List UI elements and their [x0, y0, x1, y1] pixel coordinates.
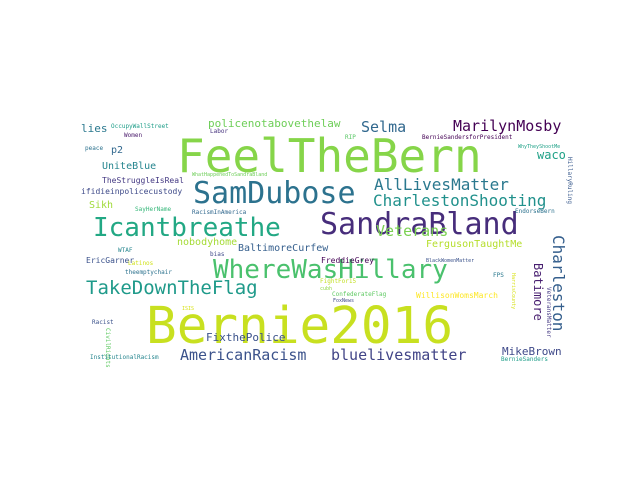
word-icantbreathe: Icantbreathe — [93, 213, 281, 243]
word-institutionalracism: InstitutionalRacism — [90, 354, 159, 361]
word-racisminamerica: RacismInAmerica — [192, 209, 247, 216]
word-cubh: cubh — [320, 286, 333, 292]
word-endorsebern: EndorseBern — [515, 208, 555, 215]
word-racist: Racist — [92, 319, 114, 326]
word-charleston: Charleston — [549, 235, 568, 332]
word-labor: Labor — [210, 128, 229, 135]
word-ifidieinpolicecustody: ifidieinpolicecustody — [81, 187, 183, 196]
word-sayhername: SayHerName — [135, 206, 172, 213]
word-batimore: Batimore — [531, 263, 545, 321]
word-foxnews: FoxNews — [333, 298, 355, 304]
word-waco: waco — [537, 148, 566, 162]
word-americanracism: AmericanRacism — [180, 346, 307, 364]
word-wtaf: WTAF — [118, 247, 133, 254]
word-alllivesmatter: AllLivesMatter — [374, 175, 509, 194]
word-latinos: Latinos — [128, 260, 154, 267]
word-feelthebern: FeelTheBern — [177, 129, 482, 183]
word-occupywallstreet: OccupyWallStreet — [111, 123, 169, 130]
word-ericgarner: EricGarner — [86, 256, 135, 265]
word-blackwomenmatter: BlackWomenMatter — [426, 258, 475, 264]
word-lies: lies — [81, 122, 108, 135]
word-rip: RIP — [345, 134, 356, 141]
word-charlestonshooting: CharlestonShooting — [373, 191, 547, 210]
word-theemptychair: theemptychair — [125, 269, 172, 276]
word-freddiegrey: FreddieGrey — [321, 256, 374, 265]
word-fightfor15: FightFor15 — [320, 278, 357, 285]
word-women: Women — [124, 132, 143, 139]
word-policenotabovethelaw: policenotabovethelaw — [208, 117, 341, 130]
word-bernie2016: Bernie2016 — [146, 297, 454, 356]
word-fixthepolice: FixthePolice — [206, 331, 286, 344]
word-berniesanders: BernieSanders — [501, 356, 548, 363]
word-fps: FPS — [493, 272, 504, 279]
word-veteransmatter: VeteransMatter — [545, 287, 552, 338]
word-nobodyhome: nobodyhome — [177, 237, 238, 248]
word-berniesandersforpresident: BernieSandersforPresident — [422, 134, 513, 141]
word-isis: ISIS — [182, 306, 195, 312]
word-civilrights: CivilRights — [104, 328, 111, 368]
word-p2: p2 — [111, 145, 124, 156]
word-bluelivesmatter: bluelivesmatter — [331, 346, 467, 364]
word-confederateflag: ConfederateFlag — [332, 291, 387, 298]
word-uniteblue: UniteBlue — [102, 161, 157, 172]
word-whytheyshootme: WhyTheyShootMe — [518, 144, 561, 150]
word-harriscounty: HarrisCounty — [510, 273, 516, 310]
word-thestruggleisreal: TheStruggleIsReal — [102, 176, 184, 185]
word-fergusontaughtme: FergusonTaughtMe — [426, 239, 523, 250]
word-sikh: Sikh — [89, 200, 114, 211]
word-cloud: Bernie2016 FeelTheBern SandraBland SamDu… — [80, 115, 573, 368]
word-veterans: Veterans — [376, 222, 449, 240]
word-samdubose: SamDubose — [193, 176, 356, 211]
word-willisonwomsmarch: WillisonWomsMarch — [416, 291, 498, 300]
word-selma: Selma — [361, 118, 407, 136]
word-baltimorecurfew: BaltimoreCurfew — [238, 243, 329, 254]
word-mikebrown: MikeBrown — [502, 345, 562, 358]
word-wherewashillary: WhereWasHillary — [213, 255, 448, 285]
word-hillaryruling: HillaryRuling — [566, 157, 573, 204]
word-sandrabland: SandraBland — [320, 207, 519, 242]
word-marilynmosby: MarilynMosby — [453, 117, 562, 135]
word-takedowntheflag: TakeDownTheFlag — [86, 277, 258, 299]
word-peace: peace — [85, 145, 104, 152]
word-whathappenedtosandrabland: WhatHappenedToSandraBland — [192, 172, 268, 178]
word-bias: bias — [210, 251, 225, 258]
